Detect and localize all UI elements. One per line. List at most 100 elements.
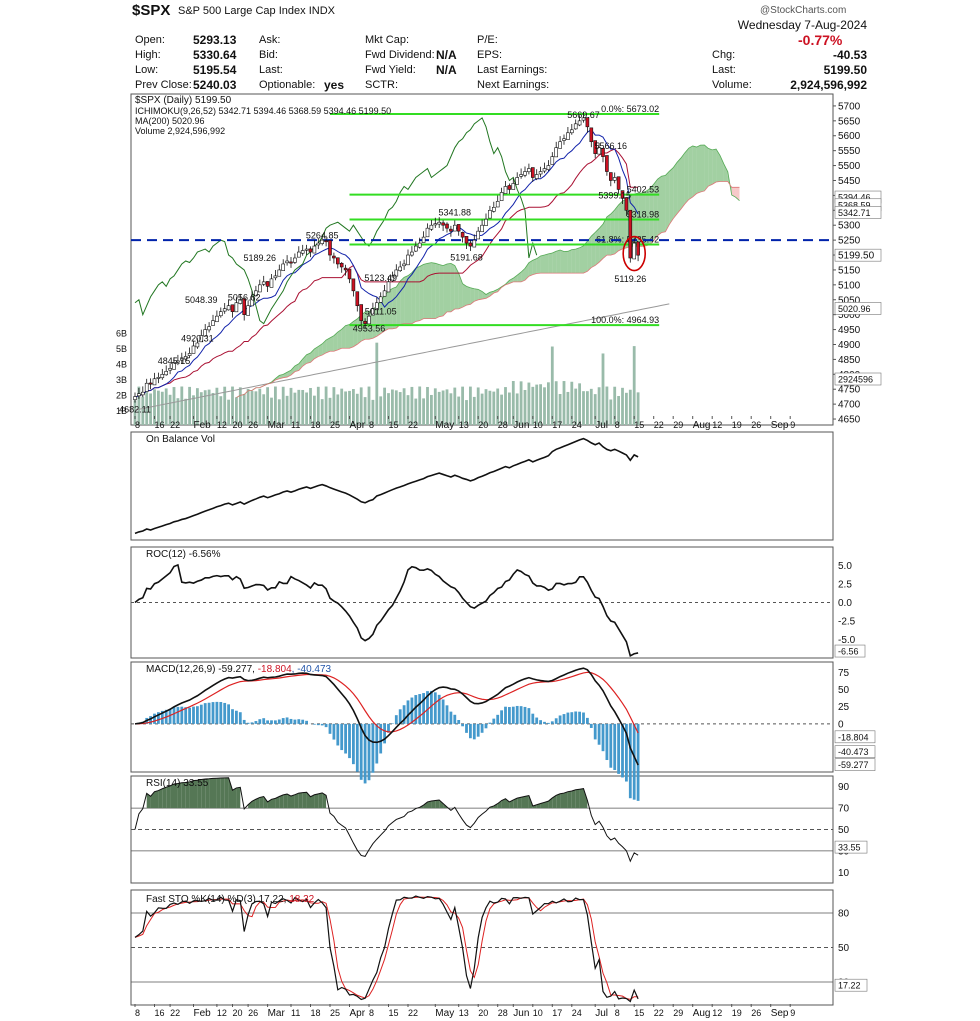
rsi-overbought-fill	[197, 779, 202, 809]
ichimoku-cloud	[337, 329, 342, 350]
date-axis-bottom-tick: 12	[217, 1008, 227, 1018]
ichimoku-cloud	[564, 251, 568, 274]
macd-histogram-bar	[480, 723, 484, 733]
candle-body	[429, 224, 434, 230]
macd-histogram-bar	[492, 718, 496, 724]
volume-bar	[344, 391, 347, 425]
value-tag-text: 5394.46	[838, 193, 871, 203]
volume-bar	[355, 393, 359, 425]
macd-histogram-bar	[511, 706, 515, 724]
price-annotation: 5048.39	[185, 295, 218, 305]
ichimoku-cloud	[735, 187, 740, 201]
macd-histogram-bar	[554, 718, 558, 724]
value-tag	[834, 248, 882, 262]
volume-bar	[379, 396, 383, 425]
date-axis-top-tick: 28	[498, 420, 508, 430]
candle-body	[328, 240, 332, 256]
ichimoku-cloud	[431, 262, 436, 319]
date-axis-bottom-tick: 25	[330, 1008, 340, 1018]
macd-value-tag: -40.473	[838, 747, 869, 757]
date-axis-top-tick: 29	[673, 420, 683, 430]
rsi-overbought-fill	[517, 797, 522, 809]
value-tag-text: 2924596	[838, 375, 873, 385]
rsi-overbought-fill	[220, 777, 225, 809]
date-axis-bottom-tick: 22	[408, 1008, 418, 1018]
candle-body	[390, 275, 395, 282]
ichimoku-cloud	[610, 209, 615, 256]
macd-histogram-bar	[168, 709, 172, 724]
ticker-name: S&P 500 Large Cap Index INDX	[178, 5, 335, 17]
ichimoku-cloud	[587, 236, 592, 272]
price-annotation: 5566.16	[595, 141, 628, 151]
candle-body	[355, 291, 360, 307]
date-axis-bottom-tick: Feb	[194, 1008, 212, 1019]
ichimoku-cloud	[548, 253, 553, 274]
volume-bar	[472, 396, 476, 425]
macd-histogram-bar	[160, 710, 164, 724]
candle-body	[491, 207, 496, 212]
senkou-b-line	[236, 181, 740, 398]
candle-body	[269, 278, 274, 288]
macd-histogram-bar	[176, 706, 180, 724]
price-annotation: 4920.31	[181, 333, 214, 343]
ichimoku-cloud	[408, 272, 412, 324]
macd-axis-tick: 50	[838, 685, 850, 696]
volume-bar	[309, 387, 312, 425]
field-value: 5199.50	[823, 63, 867, 77]
macd-histogram-bar	[636, 723, 640, 801]
macd-histogram-bar	[320, 723, 324, 726]
candle-body	[480, 224, 484, 233]
price-axis-tick: 5250	[838, 236, 861, 247]
volume-bar	[145, 387, 149, 425]
candle-body	[265, 281, 270, 287]
macd-histogram-bar	[336, 723, 340, 746]
macd-histogram-bar	[293, 719, 297, 724]
volume-bar	[141, 396, 145, 425]
candle-body	[148, 382, 153, 385]
volume-bar	[550, 346, 554, 425]
date-axis-bottom-tick: 8	[135, 1008, 140, 1018]
legend-rsi: RSI(14) 33.55	[146, 778, 209, 789]
ichimoku-cloud	[306, 353, 311, 364]
date-axis-top-tick: Apr	[350, 420, 366, 431]
value-tag	[834, 302, 882, 315]
date-axis-bottom-tick: 19	[732, 1008, 742, 1018]
rsi-overbought-fill	[310, 794, 315, 809]
rsi-overbought-fill	[213, 778, 217, 809]
volume-bar	[453, 387, 457, 425]
rsi-overbought-fill	[271, 798, 276, 809]
volume-bar	[246, 388, 250, 425]
volume-bar	[628, 389, 632, 425]
candle-body	[285, 260, 289, 264]
date-axis-top-tick: 10	[533, 420, 543, 430]
volume-bar	[270, 397, 273, 425]
volume-bar	[340, 388, 344, 425]
macd-histogram-bar	[445, 705, 449, 724]
ichimoku-cloud	[454, 265, 459, 310]
volume-bar	[445, 389, 449, 425]
ichimoku-cloud	[700, 145, 705, 192]
field-label: Open:	[135, 34, 165, 46]
date-axis-bottom-tick: 22	[654, 1008, 664, 1018]
volume-axis-tick: 3B	[116, 375, 127, 385]
volume-bar	[227, 399, 230, 425]
volume-bar	[398, 392, 402, 425]
macd-histogram-bar	[558, 715, 562, 724]
macd-value-tag: -18.804	[838, 732, 869, 742]
macd-histogram-bar	[363, 723, 367, 784]
candle-body	[538, 171, 543, 175]
field-label: Fwd Dividend:	[365, 49, 435, 61]
ichimoku-cloud	[513, 275, 518, 282]
macd-histogram-bar	[422, 693, 425, 724]
candle-body	[581, 117, 586, 121]
ichimoku-cloud	[486, 292, 490, 299]
volume-bar	[371, 399, 375, 425]
fib-label: 0.0%: 5673.02	[601, 104, 659, 114]
date-axis-top-tick: 26	[248, 420, 258, 430]
field-label: Volume:	[712, 79, 752, 91]
roc-line	[134, 563, 639, 657]
legend-ma200: MA(200) 5020.96	[135, 116, 205, 126]
date-axis-bottom-tick: 26	[751, 1008, 761, 1018]
volume-bar	[188, 386, 191, 425]
exchange: INDX	[308, 5, 335, 17]
